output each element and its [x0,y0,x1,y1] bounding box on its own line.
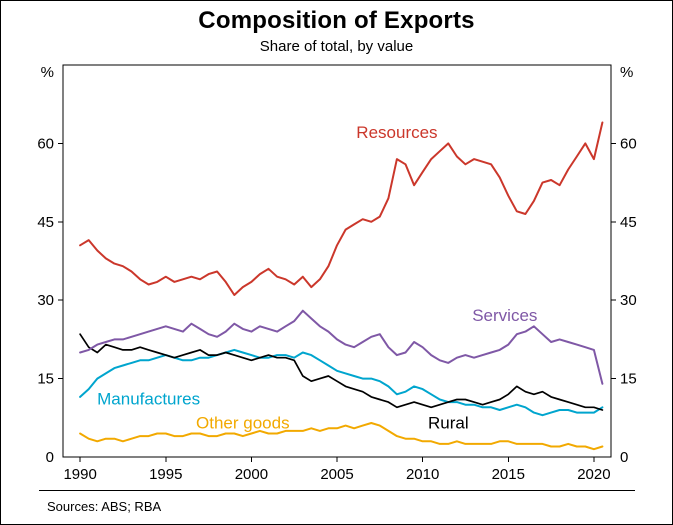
y-tick-label-left: 45 [37,214,54,231]
series-line-services [79,309,604,385]
x-tick-label: 2015 [492,466,525,483]
series-line-rural [79,333,604,411]
series-label-rural: Rural [428,413,469,432]
series-label-services: Services [472,306,537,325]
y-tick-label-right: 45 [620,214,637,231]
y-tick-label-left: 60 [37,135,54,152]
x-tick-label: 2010 [406,466,439,483]
x-tick-label: 1990 [63,466,96,483]
y-tick-label-right: 60 [620,135,637,152]
y-tick-label-right: 30 [620,292,637,309]
chart-subtitle: Share of total, by value [259,38,414,55]
series-line-other-goods [79,422,604,451]
y-tick-label-left: 30 [37,292,54,309]
y-tick-label-left: 15 [37,371,54,388]
series-label-manufactures: Manufactures [97,390,200,409]
chart-title: Composition of Exports [198,7,475,34]
series-label-other-goods: Other goods [196,413,290,432]
x-tick-label: 2020 [577,466,610,483]
x-tick-label: 2005 [320,466,353,483]
y-axis-unit-right: % [620,64,633,81]
y-tick-label-right: 0 [620,449,628,466]
x-tick-label: 1995 [149,466,182,483]
y-tick-label-left: 0 [46,449,54,466]
footer-divider [39,490,635,491]
x-tick-label: 2000 [235,466,268,483]
y-axis-unit-left: % [41,64,54,81]
y-tick-label-right: 15 [620,371,637,388]
series-line-resources [79,121,604,296]
source-note: Sources: ABS; RBA [47,499,162,514]
series-label-resources: Resources [356,123,437,142]
